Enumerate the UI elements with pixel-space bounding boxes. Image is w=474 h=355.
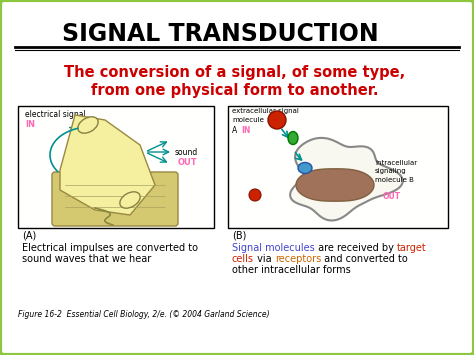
Text: intracellular
signaling
molecule B: intracellular signaling molecule B xyxy=(375,160,417,183)
Text: The conversion of a signal, of some type,: The conversion of a signal, of some type… xyxy=(64,65,406,80)
Ellipse shape xyxy=(288,131,298,144)
Text: OUT: OUT xyxy=(178,158,198,167)
Text: Figure 16-2  Essential Cell Biology, 2/e. (© 2004 Garland Science): Figure 16-2 Essential Cell Biology, 2/e.… xyxy=(18,310,270,319)
FancyBboxPatch shape xyxy=(18,106,214,228)
Text: IN: IN xyxy=(25,120,35,129)
FancyBboxPatch shape xyxy=(52,172,178,226)
Text: receptors: receptors xyxy=(275,254,321,264)
Circle shape xyxy=(268,111,286,129)
FancyBboxPatch shape xyxy=(228,106,448,228)
Polygon shape xyxy=(290,138,403,220)
Text: electrical signal: electrical signal xyxy=(25,110,86,119)
Text: SIGNAL TRANSDUCTION: SIGNAL TRANSDUCTION xyxy=(62,22,378,46)
Text: IN: IN xyxy=(241,126,250,135)
Text: cells: cells xyxy=(232,254,254,264)
Text: target: target xyxy=(397,243,427,253)
Polygon shape xyxy=(296,169,374,201)
Ellipse shape xyxy=(78,117,98,133)
Ellipse shape xyxy=(120,192,140,208)
Text: Electrical impulses are converted to: Electrical impulses are converted to xyxy=(22,243,198,253)
Circle shape xyxy=(249,189,261,201)
Polygon shape xyxy=(60,115,155,215)
Text: OUT: OUT xyxy=(383,192,401,201)
Text: extracellular signal: extracellular signal xyxy=(232,108,299,114)
Text: A: A xyxy=(232,126,240,135)
Text: and converted to: and converted to xyxy=(321,254,408,264)
Text: (A): (A) xyxy=(22,231,36,241)
Text: (B): (B) xyxy=(232,231,246,241)
Text: molecule: molecule xyxy=(232,117,264,123)
Text: are received by: are received by xyxy=(315,243,397,253)
Text: Signal molecules: Signal molecules xyxy=(232,243,315,253)
Text: from one physical form to another.: from one physical form to another. xyxy=(91,83,379,98)
Ellipse shape xyxy=(298,163,312,174)
Text: other intracellular forms: other intracellular forms xyxy=(232,265,351,275)
Text: via: via xyxy=(254,254,275,264)
Text: sound waves that we hear: sound waves that we hear xyxy=(22,254,151,264)
Text: sound: sound xyxy=(175,148,198,157)
